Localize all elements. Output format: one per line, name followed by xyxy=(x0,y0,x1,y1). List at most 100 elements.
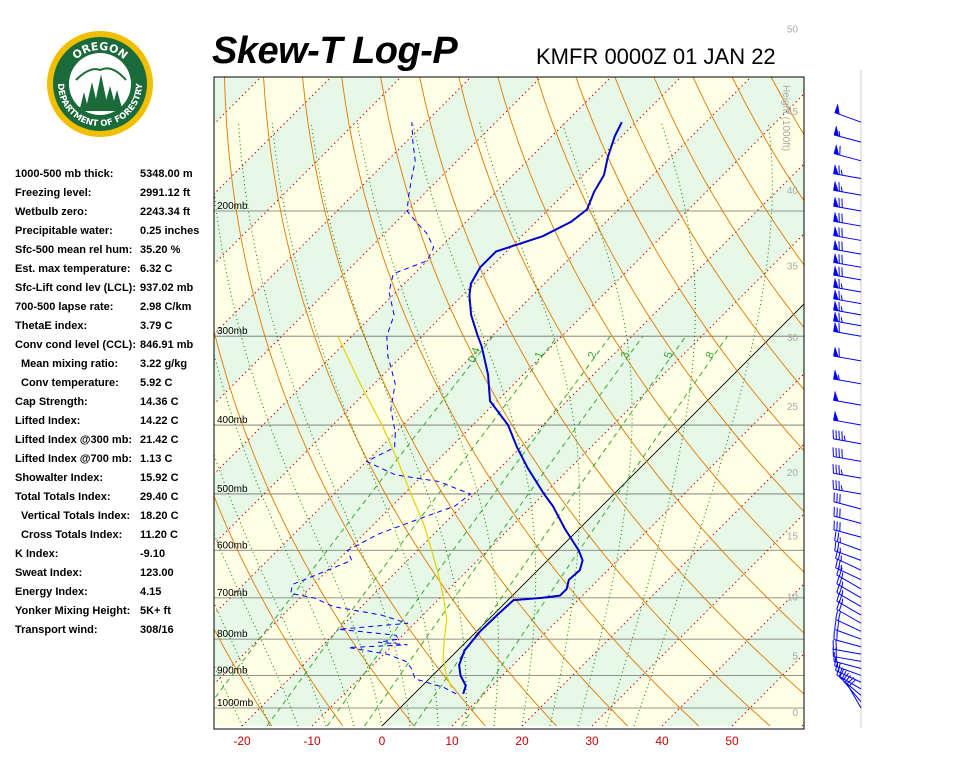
dry-adiabat-line xyxy=(912,53,960,726)
wind-barb-staff xyxy=(834,540,862,551)
wind-barb xyxy=(834,531,862,551)
wind-barb-pennant xyxy=(833,369,839,381)
dry-adiabat-line xyxy=(60,53,201,726)
isobar-label: 900mb xyxy=(217,665,248,676)
wind-barb-feather xyxy=(841,581,844,587)
wind-barb-feather xyxy=(841,590,844,596)
index-row: Lifted Index @700 mb: 1.13 C xyxy=(15,453,215,472)
wind-barb xyxy=(833,492,862,510)
isobar-label: 200mb xyxy=(217,201,248,212)
index-label: Conv temperature: xyxy=(21,377,119,389)
dry-adiabat-line xyxy=(458,77,804,634)
wind-barb-staff xyxy=(835,567,862,581)
wind-barb-pennant xyxy=(833,300,839,312)
index-row: Wetbulb zero: 2243.34 ft xyxy=(15,206,215,225)
isotherm-line xyxy=(241,163,804,727)
wind-barb-staff xyxy=(833,648,862,655)
logo-top-text: OREGON xyxy=(70,40,130,62)
x-tick-label: 50 xyxy=(725,734,739,748)
wind-barb-pennant xyxy=(833,410,839,422)
index-row: Precipitable water: 0.25 inches xyxy=(15,225,215,244)
wind-barb-feather xyxy=(840,306,843,312)
wind-barb-feather xyxy=(838,567,843,577)
wind-barb-feather xyxy=(837,560,841,570)
index-row: Lifted Index @300 mb: 21.42 C xyxy=(15,434,215,453)
x-tick-label: 10 xyxy=(445,734,459,748)
index-label: Cap Strength: xyxy=(15,396,88,408)
height-tick-label: 25 xyxy=(787,402,799,413)
index-label: Sfc-500 mean rel hum: xyxy=(15,244,133,256)
wind-barb xyxy=(832,447,862,462)
isobar-label: 300mb xyxy=(217,326,248,337)
index-row: Sweat Index: 123.00 xyxy=(15,567,215,586)
wind-barb xyxy=(833,506,862,524)
index-value: 11.20 C xyxy=(140,529,178,541)
wind-barb xyxy=(834,541,862,561)
wind-barb xyxy=(833,252,862,268)
isotherm-line xyxy=(591,513,804,727)
moist-adiabat-line xyxy=(411,122,537,727)
mixing-ratio-line xyxy=(214,335,494,700)
isotherm-line xyxy=(521,443,804,727)
x-tick-label: 20 xyxy=(515,734,529,748)
wind-barb-staff xyxy=(833,472,862,479)
index-label: K Index: xyxy=(15,548,59,560)
wind-barb xyxy=(833,143,862,162)
wind-barb-staff xyxy=(835,669,862,683)
index-label: Vertical Totals Index: xyxy=(21,510,131,522)
index-row: Cross Totals Index: 11.20 C xyxy=(15,529,215,548)
dry-adiabat-line xyxy=(653,77,804,329)
index-label: Freezing level: xyxy=(15,187,92,199)
wind-barb-feather xyxy=(837,611,841,621)
mixing-ratio-line xyxy=(461,335,728,727)
dry-adiabat-line xyxy=(797,53,960,726)
dry-adiabat-line xyxy=(536,77,804,513)
isobar-label: 800mb xyxy=(217,629,248,640)
plot-frame xyxy=(213,76,805,730)
index-label: Transport wind: xyxy=(15,624,98,636)
isotherm-line xyxy=(661,583,804,727)
index-row: Transport wind: 308/16 xyxy=(15,624,215,643)
wind-barb-staff xyxy=(833,638,862,648)
moist-adiabat-line xyxy=(356,122,499,727)
wind-barb-staff xyxy=(833,501,862,510)
index-value: 308/16 xyxy=(140,624,174,636)
wind-barb-pennant xyxy=(834,103,840,115)
index-row: 700-500 lapse rate: 2.98 C/km xyxy=(15,301,215,320)
dry-adiabat-line xyxy=(214,627,273,727)
wind-barb xyxy=(832,464,862,479)
plot-area xyxy=(60,53,960,727)
wind-barb-feather xyxy=(840,469,843,475)
wind-barb-staff xyxy=(833,660,862,670)
wind-barb-feather xyxy=(837,542,840,552)
wind-barb xyxy=(833,410,862,426)
index-row: Showalter Index: 15.92 C xyxy=(15,472,215,491)
isotherm-band xyxy=(802,724,804,726)
wind-barb-panel xyxy=(832,70,862,728)
index-label: Sweat Index: xyxy=(15,567,83,579)
dry-adiabat-line xyxy=(950,53,960,726)
index-label: Wetbulb zero: xyxy=(15,206,88,218)
index-value: 14.36 C xyxy=(140,396,179,408)
index-value: 5K+ ft xyxy=(140,605,171,617)
mixing-ratio-line xyxy=(326,335,611,727)
wind-barb-feather xyxy=(840,186,843,192)
moist-adiabat-line xyxy=(605,122,696,727)
index-value: 1.13 C xyxy=(140,453,173,465)
height-tick-label: 50 xyxy=(787,24,799,35)
wind-barb-pennant xyxy=(833,143,840,156)
index-value: 2.98 C/km xyxy=(140,301,192,313)
index-value: 18.20 C xyxy=(140,510,179,522)
x-tick-label: 40 xyxy=(655,734,669,748)
wind-barb xyxy=(833,311,862,327)
height-tick-label: 30 xyxy=(787,333,799,344)
wind-barb-staff xyxy=(835,618,862,632)
isotherm-line xyxy=(214,77,612,475)
dry-adiabat-line xyxy=(497,77,804,573)
moist-adiabat-line xyxy=(310,122,467,726)
isobar-label: 400mb xyxy=(217,415,248,426)
isotherm-band xyxy=(214,77,804,684)
wind-barb-staff xyxy=(842,679,862,703)
mixing-ratio-line xyxy=(413,335,687,727)
